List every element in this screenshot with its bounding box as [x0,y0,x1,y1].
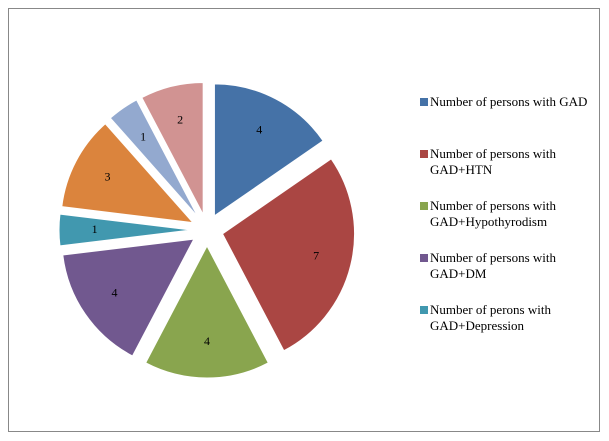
legend-item: Number of perons with GAD+Depression [420,302,600,334]
pie-slice [213,83,324,217]
pie-slice [144,244,270,379]
data-label: 7 [313,249,319,263]
legend-label: Number of persons with GAD+Hypothyrodism [430,198,557,229]
pie-slice [141,81,204,215]
pie-slice [58,213,192,247]
legend-item: Number of persons with GAD+DM [420,250,600,282]
pie-slice [61,123,195,224]
legend-swatch [420,98,428,106]
data-label: 2 [177,113,183,127]
pie-slice [109,99,199,218]
pie-slice [62,238,195,357]
data-label: 3 [105,170,111,184]
legend-label: Number of persons with GAD [430,94,588,109]
legend-item: Number of persons with GAD [420,94,600,110]
data-label: 4 [112,286,118,300]
legend-label: Number of persons with GAD+DM [430,250,557,281]
legend-item: Number of persons with GAD+HTN [420,146,600,178]
legend-swatch [420,150,428,158]
legend-item: Number of persons with GAD+Hypothyrodism [420,198,600,230]
data-label: 1 [140,129,146,143]
data-label: 4 [204,334,210,348]
legend-label: Number of perons with GAD+Depression [430,302,551,333]
data-label: 1 [92,222,98,236]
legend-swatch [420,254,428,262]
data-label: 4 [256,122,262,136]
legend-swatch [420,202,428,210]
pie-slice [221,158,355,352]
legend-label: Number of persons with GAD+HTN [430,146,557,177]
legend-swatch [420,306,428,314]
chart-frame [8,8,600,432]
